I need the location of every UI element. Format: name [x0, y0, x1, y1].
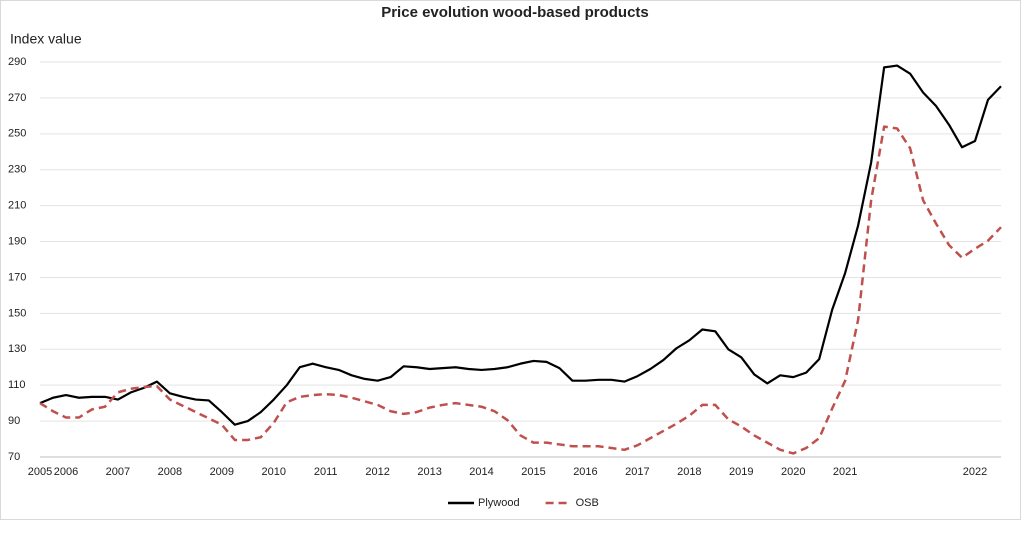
x-tick-label: 2014 — [469, 466, 493, 478]
legend-label: OSB — [576, 497, 599, 509]
y-tick-label: 150 — [8, 307, 26, 319]
series-line — [39, 125, 1002, 455]
y-tick-label: 130 — [8, 343, 26, 355]
y-axis-label: Index value — [10, 31, 82, 47]
x-tick-label: 2011 — [314, 466, 338, 478]
x-tick-label: 2009 — [210, 466, 234, 478]
y-tick-label: 170 — [8, 271, 26, 283]
x-tick-label: 2010 — [262, 466, 286, 478]
legend-label: Plywood — [478, 497, 520, 509]
chart-title: Price evolution wood-based products — [381, 4, 649, 21]
x-tick-label: 2019 — [729, 466, 753, 478]
y-tick-label: 270 — [8, 92, 26, 104]
x-tick-label: 2015 — [521, 466, 545, 478]
x-tick-label: 2018 — [677, 466, 701, 478]
x-tick-label: 2013 — [417, 466, 441, 478]
x-tick-label: 2012 — [365, 466, 389, 478]
x-tick-label: 2020 — [781, 466, 805, 478]
x-tick-label: 2006 — [54, 466, 78, 478]
y-tick-label: 110 — [8, 379, 26, 391]
x-tick-label: 2022 — [963, 466, 987, 478]
y-tick-label: 210 — [8, 200, 26, 212]
x-tick-label: 2007 — [106, 466, 130, 478]
x-tick-label: 2017 — [625, 466, 649, 478]
y-tick-label: 250 — [8, 128, 26, 140]
series-line — [39, 64, 1002, 426]
x-tick-label: 2021 — [833, 466, 857, 478]
x-tick-label: 2016 — [573, 466, 597, 478]
y-tick-label: 290 — [8, 56, 26, 68]
y-tick-label: 90 — [8, 415, 20, 427]
y-tick-label: 190 — [8, 235, 26, 247]
chart-frame — [0, 0, 1021, 520]
x-tick-label: 2008 — [158, 466, 182, 478]
x-tick-label: 2005 — [28, 466, 52, 478]
y-tick-label: 230 — [8, 164, 26, 176]
y-tick-label: 70 — [8, 451, 20, 463]
